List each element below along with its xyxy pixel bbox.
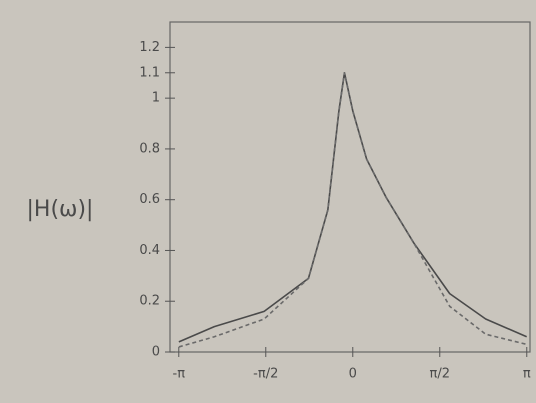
y-tick-label: 0 bbox=[152, 345, 160, 360]
x-tick-label: π/2 bbox=[430, 367, 450, 382]
y-tick-label: 0.4 bbox=[139, 243, 160, 258]
x-tick-label: -π bbox=[173, 367, 186, 382]
plot-frame bbox=[169, 21, 531, 353]
y-tick-label: 1.1 bbox=[139, 65, 160, 80]
x-tick-label: -π/2 bbox=[253, 367, 278, 382]
y-tick-label: 1 bbox=[152, 91, 160, 106]
y-axis-label: |H(ω)| bbox=[27, 197, 94, 222]
line-series bbox=[178, 71, 527, 348]
y-tick-label: 0.6 bbox=[139, 192, 160, 207]
x-tick-label: 0 bbox=[349, 367, 357, 382]
x-tick-label: π bbox=[523, 367, 531, 382]
y-tick-label: 0.8 bbox=[139, 141, 160, 156]
y-tick-label: 0.2 bbox=[139, 294, 160, 309]
y-tick-label: 1.2 bbox=[139, 40, 160, 55]
